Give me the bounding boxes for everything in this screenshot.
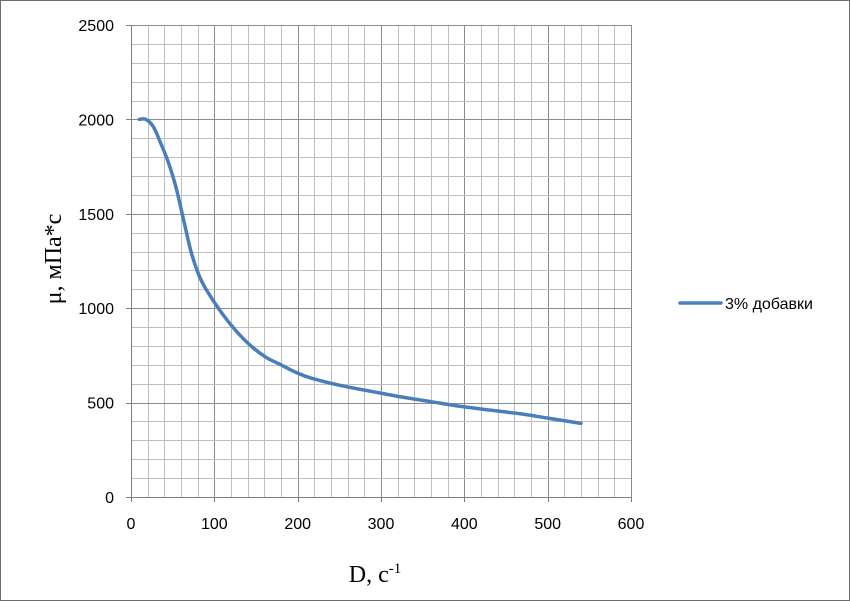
y-tick-label: 1500 [78,207,114,224]
tick-labels: 0 100 200 300 400 500 600 0 500 1000 1500 2000 2500 [78,18,644,533]
x-axis-title-text: D, с [349,562,389,588]
axes [126,25,632,502]
series-layer [137,117,583,426]
x-tick-label: 100 [201,516,228,533]
grid [131,25,632,498]
legend: 3% добавки [678,296,813,313]
series-line-0 [137,117,583,426]
y-tick-label: 0 [105,490,114,507]
x-tick-label: 500 [534,516,561,533]
x-tick-label: 0 [127,516,136,533]
x-tick-label: 400 [451,516,478,533]
legend-label: 3% добавки [725,296,813,313]
x-tick-label: 600 [618,516,645,533]
y-tick-label: 2000 [78,112,114,129]
x-axis-title: D, с-1 [349,561,401,588]
y-tick-label: 2500 [78,18,114,35]
y-tick-label: 1000 [78,301,114,318]
y-tick-label: 500 [87,396,114,413]
x-axis-title-superscript: -1 [389,561,402,577]
x-tick-label: 200 [284,516,311,533]
y-axis-title: μ, мПа*с [41,214,67,305]
x-tick-label: 300 [368,516,395,533]
